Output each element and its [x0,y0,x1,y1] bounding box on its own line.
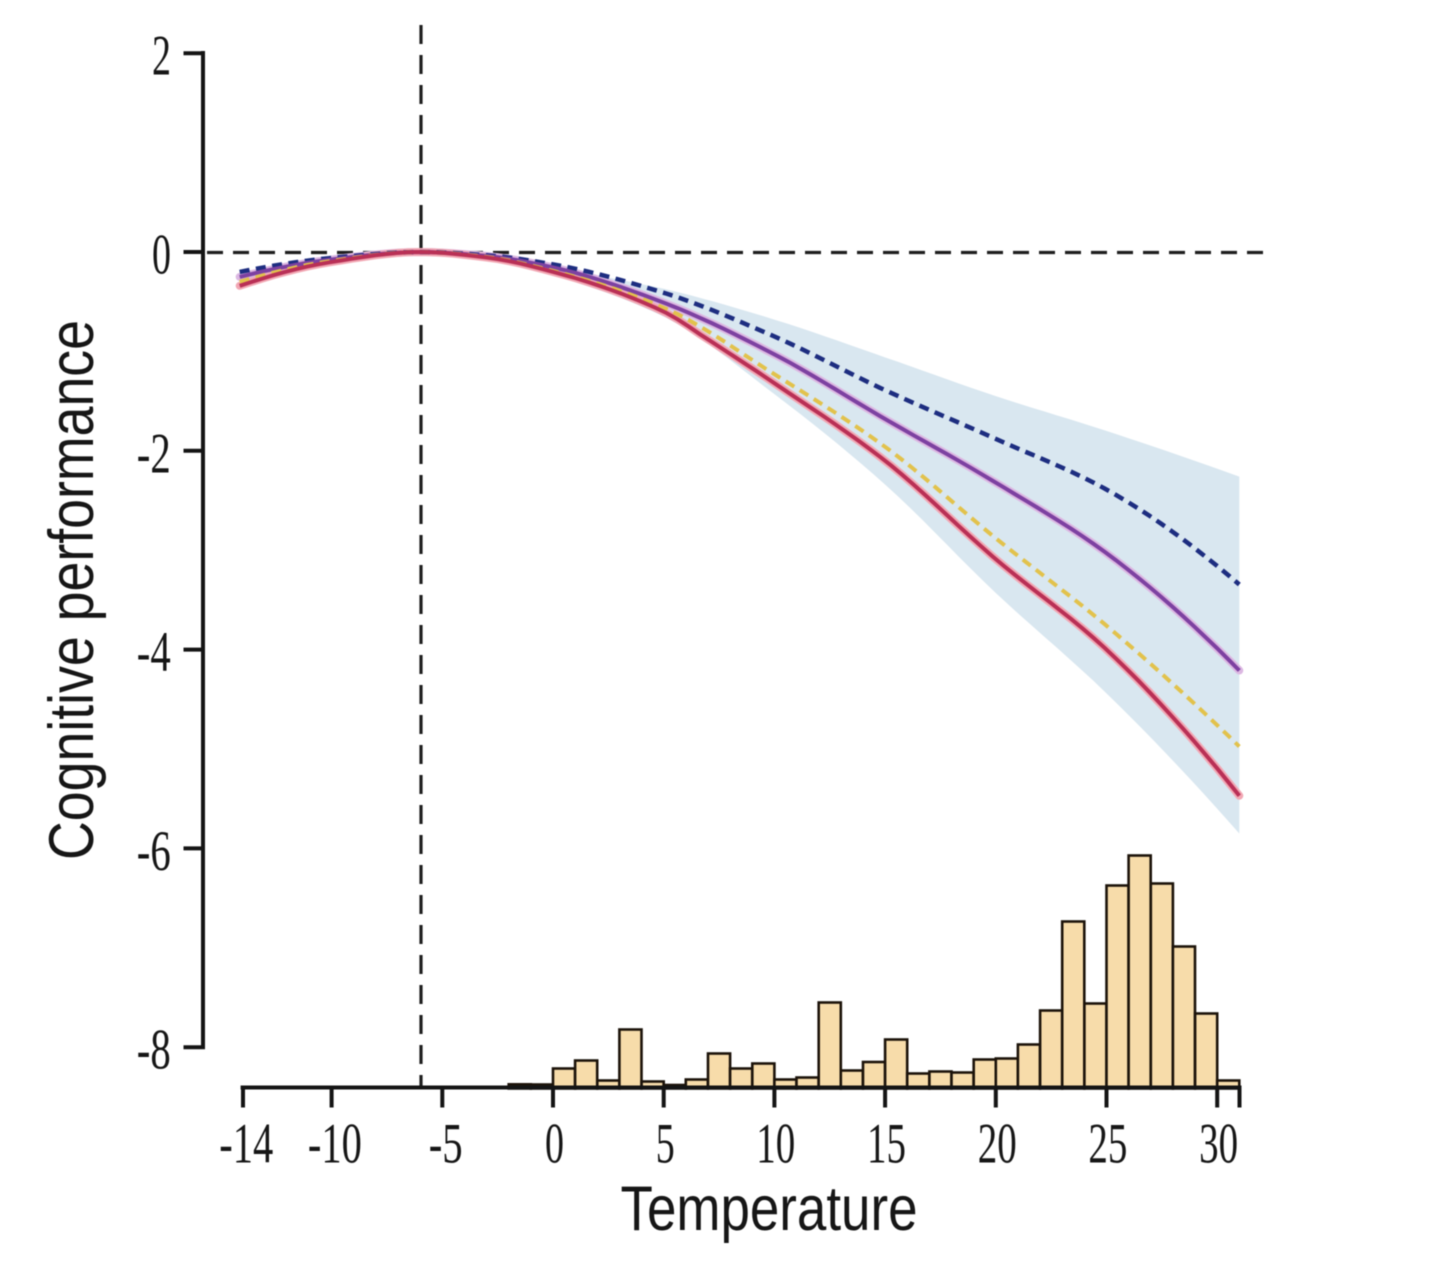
svg-text:10: 10 [756,1113,795,1176]
svg-text:2: 2 [152,25,171,88]
svg-text:30: 30 [1199,1113,1238,1176]
svg-text:-5: -5 [429,1113,463,1176]
svg-text:0: 0 [152,224,171,287]
svg-text:Temperature: Temperature [621,1174,918,1244]
svg-text:Cognitive performance: Cognitive performance [37,320,107,860]
svg-text:-14: -14 [219,1113,273,1176]
svg-text:5: 5 [656,1113,675,1176]
svg-text:-2: -2 [137,422,171,485]
svg-text:-10: -10 [308,1113,362,1176]
svg-text:20: 20 [978,1113,1017,1176]
svg-text:-6: -6 [137,820,171,883]
svg-text:15: 15 [867,1113,906,1176]
svg-text:-8: -8 [137,1019,171,1082]
svg-text:-4: -4 [137,621,171,684]
svg-text:0: 0 [545,1113,564,1176]
svg-text:25: 25 [1088,1113,1127,1176]
